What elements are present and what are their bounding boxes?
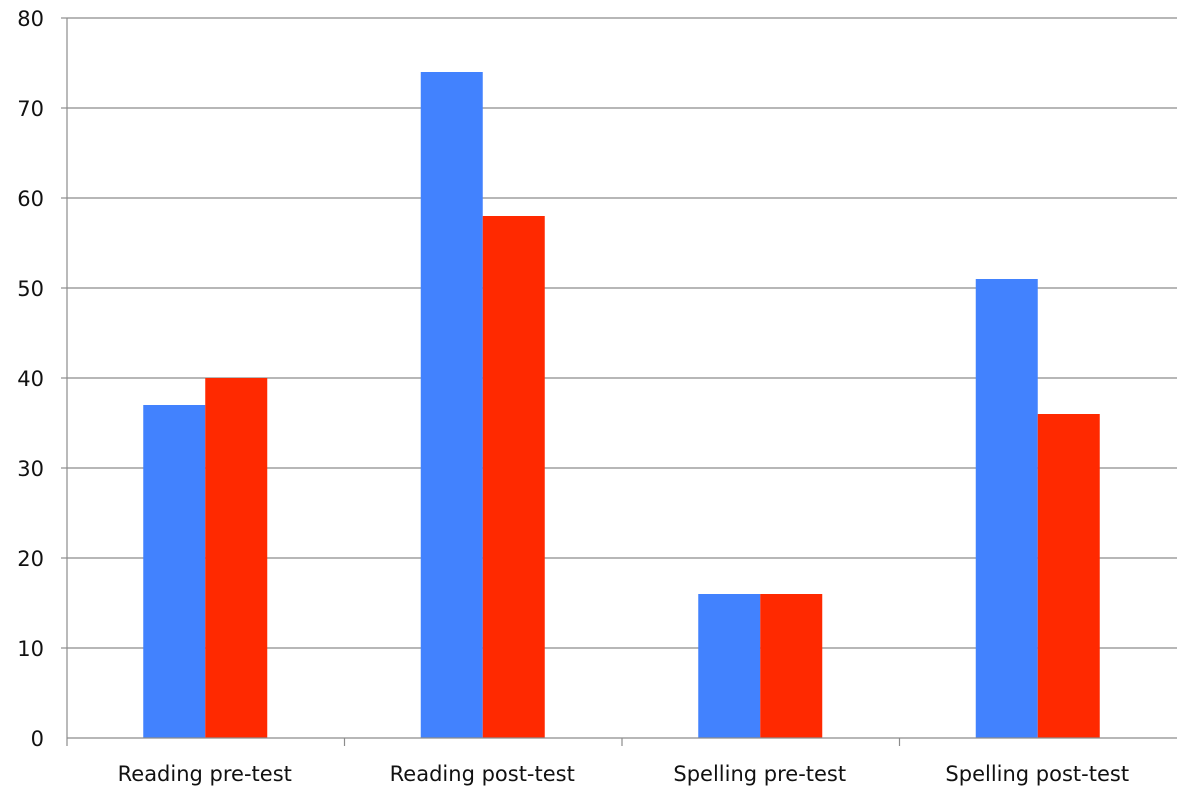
- y-tick-label: 40: [17, 367, 44, 391]
- y-tick-label: 10: [17, 637, 44, 661]
- x-tick-label: Reading pre-test: [118, 762, 292, 786]
- y-tick-label: 20: [17, 547, 44, 571]
- bar-red-0: [205, 378, 267, 738]
- x-tick-label: Spelling pre-test: [673, 762, 846, 786]
- y-tick-label: 0: [31, 727, 44, 751]
- bar-blue-0: [143, 405, 205, 738]
- bar-blue-1: [421, 72, 483, 738]
- x-tick-label: Reading post-test: [390, 762, 575, 786]
- x-tick-label: Spelling post-test: [945, 762, 1129, 786]
- y-tick-label: 80: [17, 7, 44, 31]
- bar-red-1: [483, 216, 545, 738]
- bar-blue-2: [698, 594, 760, 738]
- y-tick-label: 30: [17, 457, 44, 481]
- bars: [143, 72, 1100, 738]
- bar-red-2: [760, 594, 822, 738]
- bar-blue-3: [976, 279, 1038, 738]
- y-tick-label: 60: [17, 187, 44, 211]
- y-tick-label: 50: [17, 277, 44, 301]
- y-tick-label: 70: [17, 97, 44, 121]
- bar-red-3: [1038, 414, 1100, 738]
